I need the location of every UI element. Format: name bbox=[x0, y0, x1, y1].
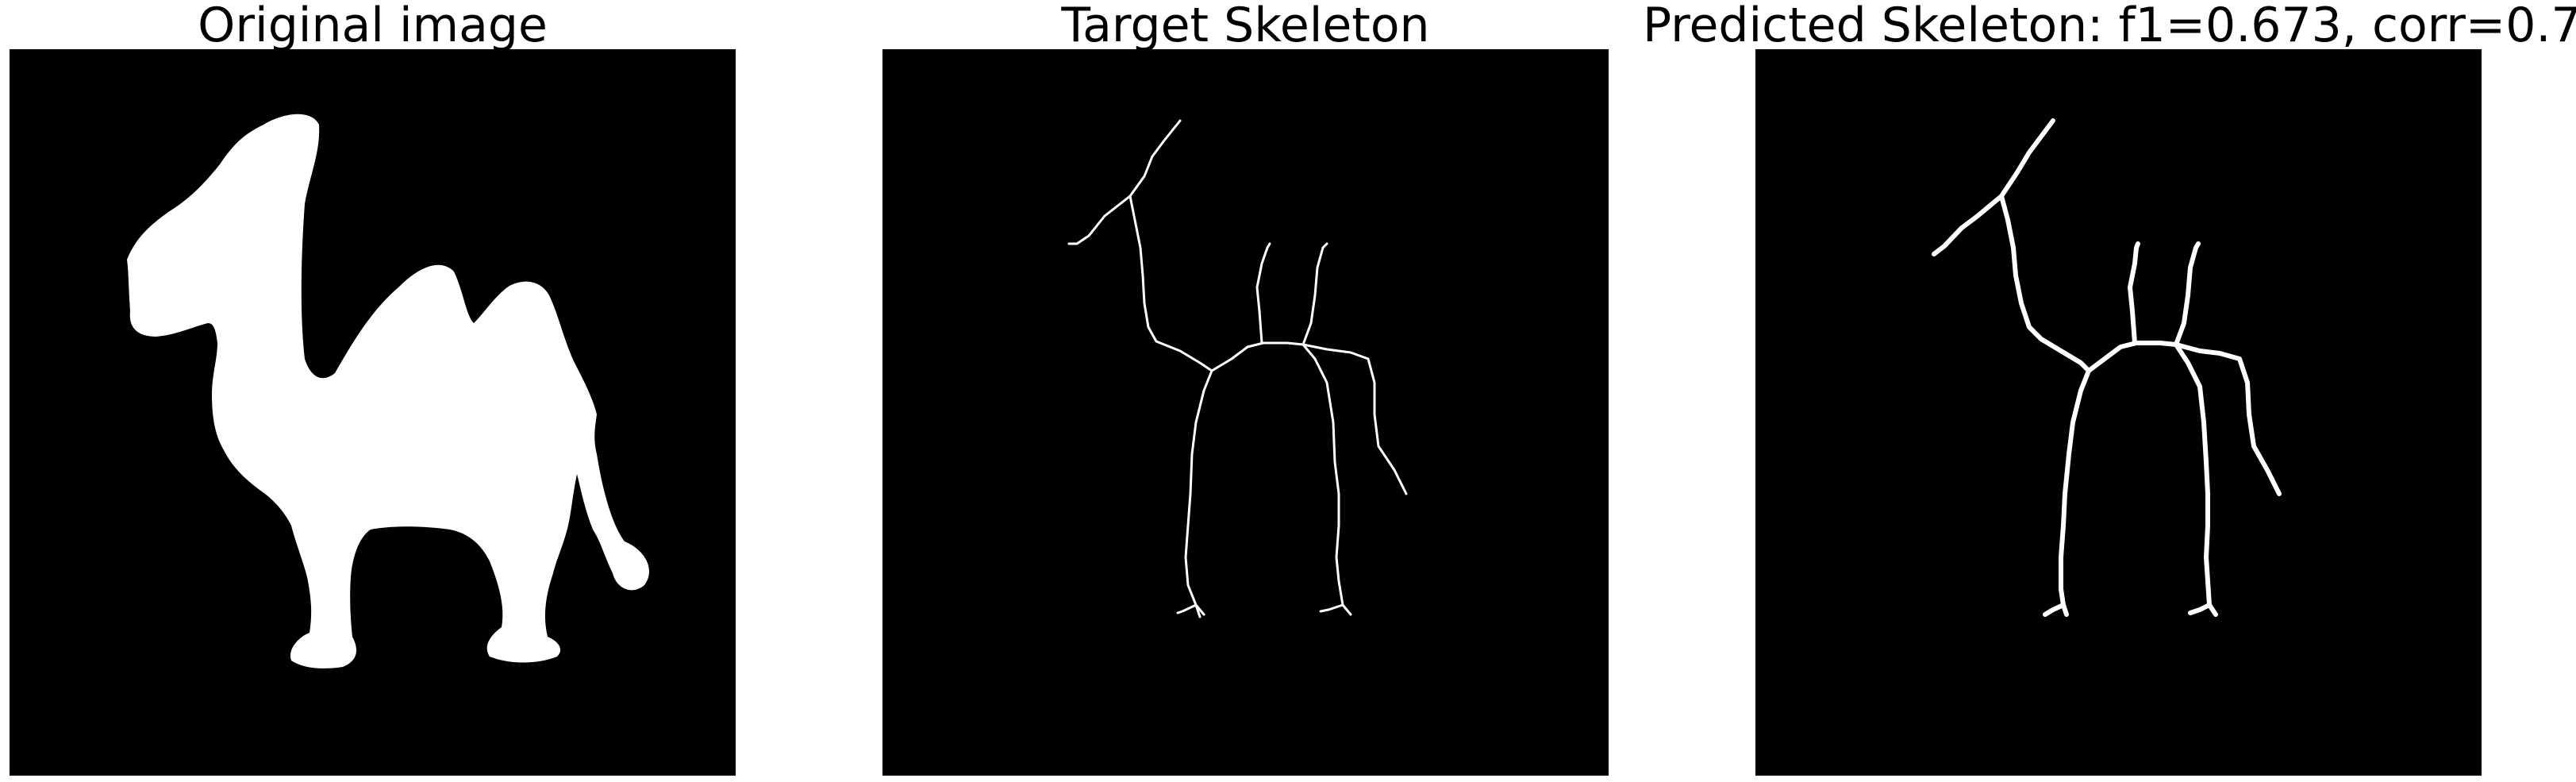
camel-silhouette-image bbox=[127, 114, 649, 668]
target-skeleton-image bbox=[1067, 119, 1408, 618]
panel-title-original: Original image bbox=[198, 0, 548, 53]
predicted-skeleton-panel bbox=[1755, 49, 2482, 776]
original-image-panel bbox=[10, 49, 736, 776]
target-skeleton-panel bbox=[882, 49, 1609, 776]
camel-silhouette bbox=[127, 114, 649, 668]
predicted-skeleton bbox=[1932, 118, 2282, 617]
panel-title-target: Target Skeleton bbox=[1061, 0, 1430, 53]
target-skeleton bbox=[1067, 119, 1408, 618]
predicted-skeleton-image bbox=[1932, 118, 2282, 617]
panel-title-predicted: Predicted Skeleton: f1=0.673, corr=0.709 bbox=[1643, 0, 2576, 53]
